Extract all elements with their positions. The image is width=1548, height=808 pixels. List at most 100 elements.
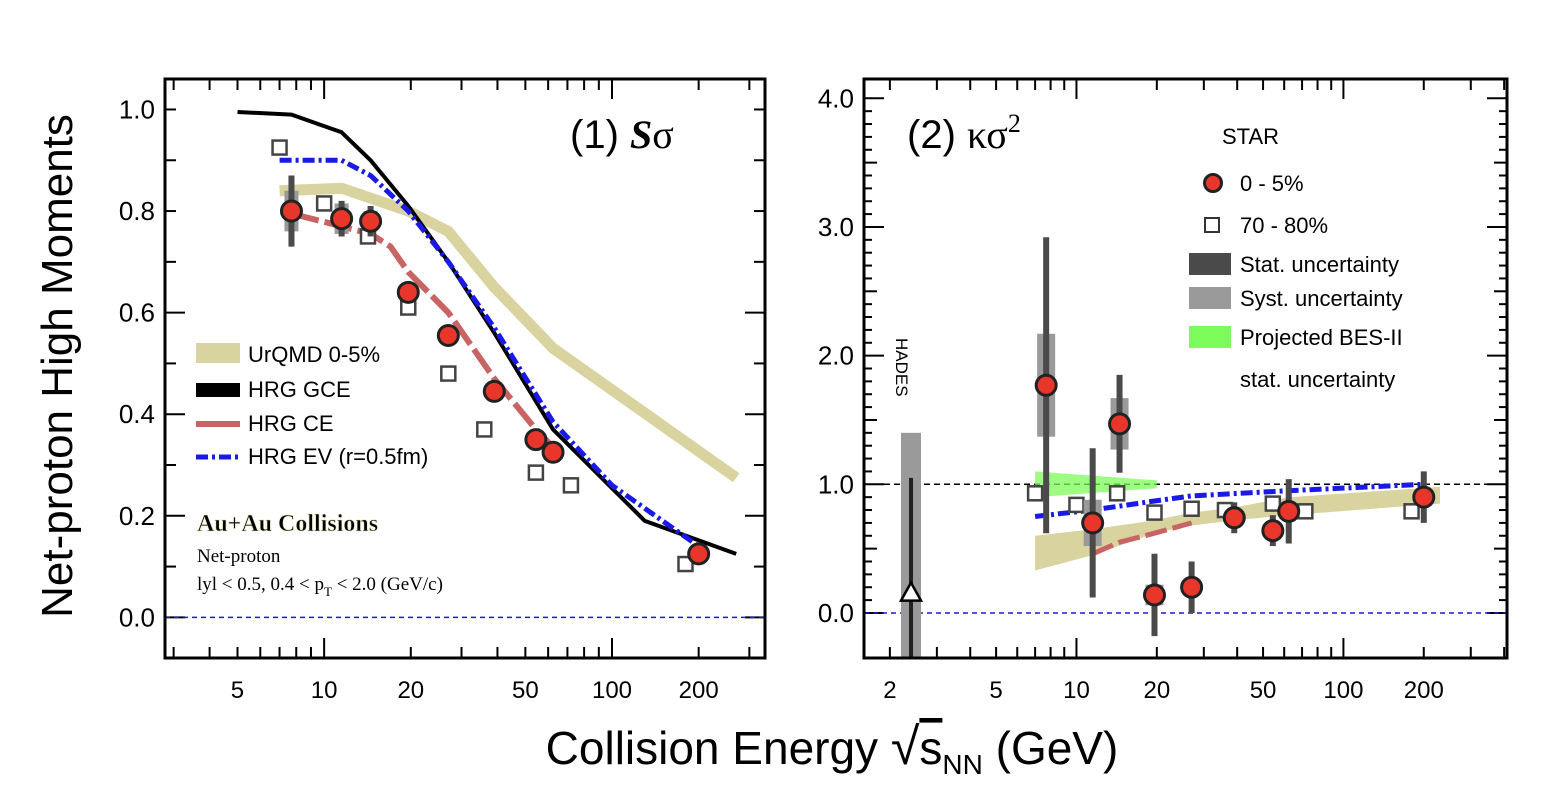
panel-2-title-sup: 2 <box>1008 109 1021 138</box>
p2-point-central <box>1142 583 1166 607</box>
p1-point-central <box>482 379 506 403</box>
legend-label-central: 0 - 5% <box>1240 171 1304 196</box>
p2-point-peripheral <box>1403 503 1420 520</box>
p1-ytick-label: 0.4 <box>119 399 155 429</box>
legend-label-ev: HRG EV (r=0.5fm) <box>248 444 428 469</box>
p1-hrg-gce-line <box>237 110 737 556</box>
panel-2-tick-labels: 2 5 10 20 50 100 200 0.0 1.0 2.0 3.0 4.0 <box>818 83 1444 704</box>
legend-swatch-bes2 <box>1189 326 1231 348</box>
p1-hrg-ce-line <box>290 210 556 450</box>
panel-2-title-kappa: κσ <box>967 112 1008 157</box>
p1-hrg-ev-line <box>279 157 701 549</box>
y-axis-label: Net-proton High Moments <box>33 114 82 618</box>
legend-label-proj1: Projected BES-II <box>1240 325 1403 350</box>
p2-point-central <box>1412 485 1436 509</box>
p1-xtick-label: 5 <box>231 677 244 704</box>
p1-xtick-label: 100 <box>592 677 632 704</box>
legend-swatch-gce <box>196 383 240 397</box>
panel-2-title: (2) κσ2 <box>907 109 1021 157</box>
p1-point-central <box>687 542 711 566</box>
p2-ytick-label: 4.0 <box>818 83 854 113</box>
p2-ytick-label: 1.0 <box>818 469 854 499</box>
p1-point-central <box>541 440 565 464</box>
p1-ytick-label: 0.2 <box>119 501 155 531</box>
p2-point-central <box>1222 506 1246 530</box>
p2-ytick-label: 0.0 <box>818 598 854 628</box>
p2-urqmd-band <box>1035 486 1440 571</box>
p1-point-central <box>279 199 303 223</box>
hades-label: HADES <box>892 338 911 397</box>
p2-ytick-label: 3.0 <box>818 212 854 242</box>
panel-1-title-num: (1) <box>570 113 630 157</box>
annotation-cuts-sub: T <box>324 584 332 599</box>
p2-point-central <box>1108 412 1132 436</box>
p2-point-peripheral <box>1068 496 1085 514</box>
legend-label-peripheral: 70 - 80% <box>1240 213 1328 238</box>
p1-ytick-label: 0.0 <box>119 602 155 632</box>
p1-point-central <box>330 207 354 231</box>
panel-1-legend: UrQMD 0-5% HRG GCE HRG CE HRG EV (r=0.5f… <box>196 342 428 469</box>
p2-xtick-label: 20 <box>1143 677 1170 704</box>
p2-point-peripheral <box>1146 504 1163 521</box>
legend-label-stat: Stat. uncertainty <box>1240 252 1399 277</box>
p1-point-peripheral <box>271 139 288 156</box>
panel-2-plot-area <box>864 237 1507 658</box>
p1-ytick-label: 0.6 <box>119 298 155 328</box>
x-axis-label-unit: (GeV) <box>983 722 1118 774</box>
p1-point-peripheral <box>315 195 333 212</box>
panel-1-plot-area <box>165 110 765 619</box>
p2-point-central <box>1180 575 1204 599</box>
panel-1-title-sigma: σ <box>652 112 674 157</box>
p1-point-central <box>396 280 420 304</box>
p1-point-central <box>359 209 383 233</box>
legend-marker-peripheral <box>1204 217 1220 233</box>
legend-swatch-syst <box>1189 287 1231 309</box>
p2-point-peripheral <box>1183 500 1200 517</box>
legend-swatch-stat <box>1189 253 1231 275</box>
p1-ytick-label: 1.0 <box>119 94 155 124</box>
annotation-cuts-a: lyl < 0.5, 0.4 < p <box>197 574 324 595</box>
panel-1-title: (1) Sσ <box>570 112 674 157</box>
legend-swatch-urqmd <box>196 343 240 363</box>
x-axis-label-sub: NN <box>942 749 982 780</box>
p1-point-peripheral <box>476 421 493 438</box>
sqrt-sign: √ <box>891 718 920 776</box>
panel-1-annotation: Au+Au Collisions Net-proton lyl < 0.5, 0… <box>197 511 443 599</box>
legend-label-ce: HRG CE <box>248 411 334 436</box>
annotation-cuts-b: < 2.0 (GeV/c) <box>332 574 443 595</box>
p2-point-central <box>1277 499 1301 523</box>
p1-point-peripheral <box>677 555 694 573</box>
annotation-netproton: Net-proton <box>197 546 281 567</box>
panel-1-frame <box>163 77 767 660</box>
p2-xtick-label: 200 <box>1404 677 1444 704</box>
panel-1-ticks <box>165 79 765 658</box>
p2-xtick-label: 10 <box>1063 677 1090 704</box>
panel-2-title-num: (2) <box>907 113 967 157</box>
panel-2-legend: STAR 0 - 5% 70 - 80% Stat. uncertainty S… <box>1189 124 1403 392</box>
p2-xtick-label: 5 <box>989 677 1002 704</box>
p1-xtick-label: 10 <box>311 677 338 704</box>
x-axis-label-main: Collision Energy <box>546 722 891 774</box>
legend-marker-central <box>1203 173 1223 193</box>
p2-hrg-ce-line <box>1091 520 1193 557</box>
p1-urqmd-band <box>279 182 740 483</box>
p1-point-peripheral <box>562 477 580 494</box>
annotation-collisions: Au+Au Collisions <box>197 511 378 537</box>
p2-xtick-label: 50 <box>1250 677 1277 704</box>
legend-label-gce: HRG GCE <box>248 377 351 402</box>
p2-point-peripheral <box>1108 485 1126 502</box>
p2-ytick-label: 2.0 <box>818 341 854 371</box>
legend-label-proj2: stat. uncertainty <box>1240 367 1395 392</box>
annotation-cuts: lyl < 0.5, 0.4 < pT < 2.0 (GeV/c) <box>197 574 443 599</box>
panel-1-title-s: S <box>630 112 652 157</box>
p2-bes2-band <box>1035 471 1157 498</box>
p2-point-central <box>1034 373 1058 397</box>
p1-xtick-label: 50 <box>512 677 539 704</box>
p2-xtick-label: 2 <box>883 677 896 704</box>
p1-xtick-label: 200 <box>679 677 719 704</box>
panel-1-tick-labels: 5 10 20 50 100 200 0.0 0.2 0.4 0.6 0.8 1.0 <box>119 94 719 704</box>
p1-point-peripheral <box>527 464 545 481</box>
p2-point-peripheral <box>1297 503 1314 520</box>
